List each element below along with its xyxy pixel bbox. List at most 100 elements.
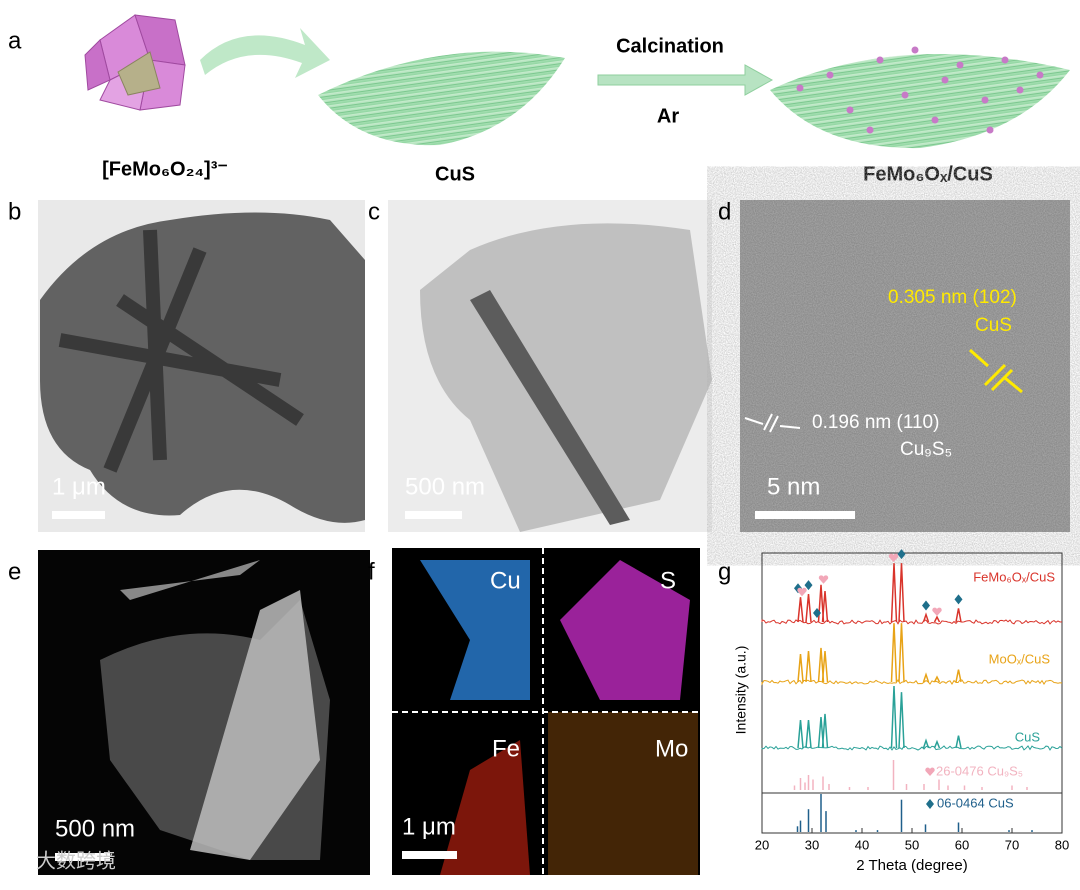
baseline-noise [761,679,1063,686]
x-tick-label: 50 [905,837,919,852]
peak [821,590,829,623]
peak [817,584,825,623]
arrow [200,28,330,78]
scale-bar [755,511,855,519]
x-tick-label: 60 [955,837,969,852]
baseline-noise [761,619,1063,625]
peak [955,735,962,749]
peak [890,685,898,749]
x-tick-label: 20 [755,837,769,852]
peak [805,720,812,749]
cluster-dot [901,91,909,99]
scale-label: 500 nm [405,473,485,500]
peak [890,563,898,623]
x-tick-label: 70 [1005,837,1019,852]
cluster-icon [84,14,186,111]
peak [955,669,962,683]
plot-frame [761,552,1063,834]
scale-label: 500 nm [55,815,135,842]
cluster-dot [1016,86,1024,94]
cluster-dot [876,56,884,64]
peak [890,623,898,683]
arrow [597,64,774,96]
peak [922,612,930,623]
panel-letter: e [8,558,21,585]
scale-bar [52,511,105,519]
cluster-dot [931,116,939,124]
baseline-noise [761,745,1063,751]
cluster-dot [796,84,804,92]
series-label: MoOₓ/CuS [989,651,1051,666]
cluster-dot [941,76,949,84]
scale-bar [402,851,457,859]
peak [805,594,812,623]
scale-label: 1 μm [402,813,456,840]
cluster-dot [1001,56,1009,64]
y-axis-label: Intensity (a.u.) [733,646,749,735]
map-label: S [660,567,676,594]
peak [898,623,905,683]
fringe-label: 0.196 nm (110) [812,412,939,433]
peak [933,739,941,749]
peak [821,713,829,749]
panel-letter: g [718,558,731,585]
step-label: Calcination [616,35,724,57]
product-sheet [770,54,1070,149]
cu9s5-marker [818,575,829,584]
cluster-dot [911,46,919,54]
x-tick-label: 40 [855,837,869,852]
cluster-dot [956,61,964,69]
x-axis-label: 2 Theta (degree) [856,857,967,874]
cluster-dot [981,96,989,104]
product-label: FeMo₆Oₓ/CuS [863,163,993,185]
precursor-label: [FeMo₆O₂₄]³⁻ [102,158,228,180]
cu9s5-marker [888,553,899,563]
panel-g: 2 Theta (degree) Intensity (a.u.) 20 30 40… [733,549,1069,874]
watermark: 大数跨境 [36,849,116,872]
peak [797,654,804,683]
cus-marker [922,600,930,611]
x-tick-label: 30 [805,837,819,852]
atmosphere-label: Ar [657,105,679,127]
panel-f: Cu S Fe Mo 1 μm [392,548,700,875]
peak [898,692,905,749]
panel-c: 500 nm [388,200,712,533]
peak [898,563,905,623]
peak [933,615,941,623]
peak [955,608,962,623]
cus-marker [804,580,813,591]
cu9s5-marker [932,607,942,617]
panel-letter: a [8,27,22,54]
scale-bar [55,853,110,861]
cus-marker [897,549,906,560]
cluster-dot [1036,71,1044,79]
cluster-dot [866,126,874,134]
panel-letter: f [368,558,375,585]
peak [805,650,812,683]
cluster-dot [846,106,854,114]
series-label: FeMo₆Oₓ/CuS [973,569,1055,584]
peak [797,597,804,623]
legend-diamond [926,799,934,809]
panel-letter: c [368,198,380,225]
series-label: CuS [1015,729,1041,744]
cus-marker [813,608,821,618]
cus-marker [954,594,963,605]
peak [922,738,930,749]
phase-label: CuS [975,315,1012,336]
scale-label: 5 nm [767,473,820,500]
fringe-label: 0.305 nm (102) [888,287,1017,308]
map-label: Mo [655,735,688,762]
map-label: Cu [490,567,521,594]
legend-heart [925,767,935,776]
panel-letter: d [718,198,731,225]
reference-label: 26-0476 Cu₉S₅ [936,763,1023,778]
panel-d: 0.305 nm (102) CuS 0.196 nm (110) Cu₉S₅ … [740,200,1070,532]
panel-b: 1 μm [38,200,365,532]
peak [821,650,829,683]
scale-bar [405,511,462,519]
cluster-dot [986,126,994,134]
x-tick-label: 80 [1055,837,1069,852]
support-label: CuS [435,163,475,185]
